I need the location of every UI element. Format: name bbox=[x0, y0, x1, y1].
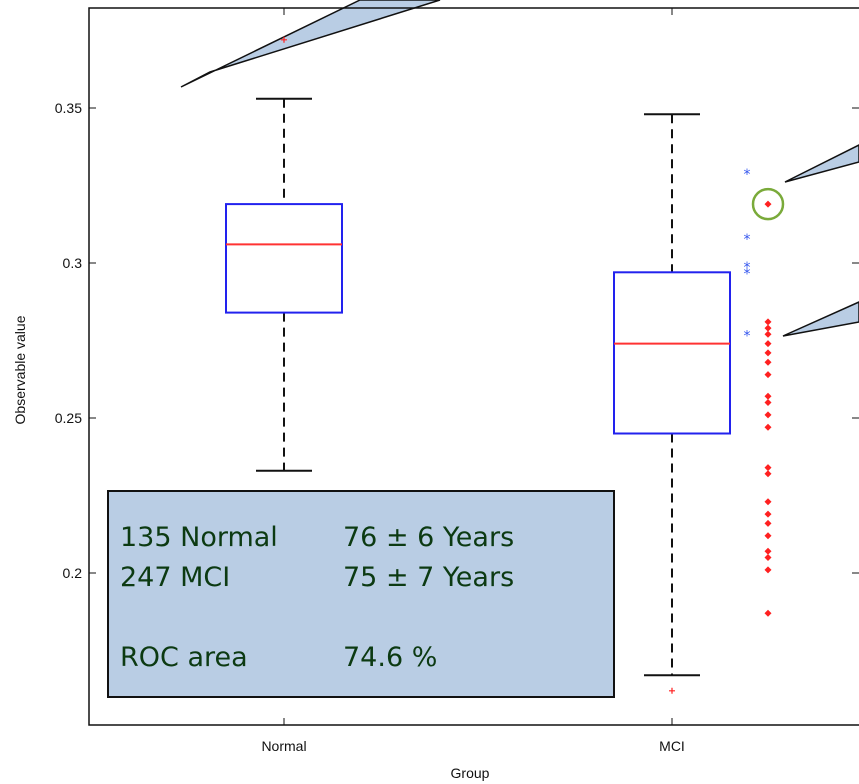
callout-pointer-top bbox=[180, 0, 441, 88]
diamond-point bbox=[764, 510, 772, 518]
diamond-point bbox=[764, 423, 772, 431]
diamond-point bbox=[764, 411, 772, 419]
scatter-points: ***** bbox=[744, 167, 785, 617]
y-axis: 0.2 0.25 0.3 0.35 bbox=[55, 100, 859, 581]
x-tick-label: MCI bbox=[659, 738, 685, 754]
diamond-point bbox=[764, 498, 772, 506]
plot-frame bbox=[88, 7, 859, 726]
diamond-point bbox=[764, 609, 772, 617]
box-series bbox=[225, 36, 731, 694]
diamond-point bbox=[764, 464, 772, 472]
roc-label: ROC area bbox=[120, 642, 248, 673]
star-point: * bbox=[744, 328, 751, 344]
diamond-point bbox=[764, 547, 772, 555]
normal-count: 135 Normal bbox=[120, 522, 278, 553]
diamond-point bbox=[764, 566, 772, 574]
x-tick-label: Normal bbox=[261, 738, 306, 754]
callout-pointer-cluster bbox=[782, 301, 859, 337]
star-point: * bbox=[744, 260, 751, 276]
diamond-point bbox=[764, 519, 772, 527]
outlier-marker bbox=[281, 36, 287, 43]
y-axis-title: Observable value bbox=[12, 315, 28, 424]
mci-count: 247 MCI bbox=[120, 562, 231, 593]
iqr-box bbox=[613, 271, 731, 435]
diamond-point bbox=[764, 358, 772, 366]
y-tick-label: 0.25 bbox=[55, 410, 82, 426]
x-axis: Normal MCI bbox=[261, 8, 685, 754]
diamond-point bbox=[764, 330, 772, 338]
diamond-point bbox=[764, 371, 772, 379]
star-point: * bbox=[744, 266, 751, 282]
diamond-point bbox=[764, 349, 772, 357]
star-point: * bbox=[744, 232, 751, 248]
y-tick-label: 0.2 bbox=[63, 565, 83, 581]
normal-age: 76 ± 6 Years bbox=[343, 522, 515, 553]
diamond-point bbox=[764, 392, 772, 400]
diamond-point bbox=[764, 399, 772, 406]
y-tick-label: 0.35 bbox=[55, 100, 82, 116]
diamond-point bbox=[764, 554, 772, 561]
diamond-point bbox=[764, 340, 772, 348]
highlight-circle bbox=[751, 187, 785, 221]
diamond-point bbox=[764, 532, 772, 540]
diamond-point bbox=[764, 470, 772, 478]
outlier-marker bbox=[669, 687, 675, 694]
diamond-point bbox=[764, 324, 772, 332]
roc-value: 74.6 % bbox=[343, 642, 438, 673]
callout-pointer-circle bbox=[784, 144, 859, 183]
diamond-point bbox=[764, 318, 772, 326]
y-tick-label: 0.3 bbox=[63, 255, 83, 271]
mci-age: 75 ± 7 Years bbox=[343, 562, 515, 593]
callout-pointers bbox=[180, 0, 859, 337]
diamond-point bbox=[764, 200, 772, 208]
x-axis-title: Group bbox=[451, 765, 490, 781]
iqr-box bbox=[225, 203, 343, 314]
star-point: * bbox=[744, 167, 751, 183]
stats-box: 135 Normal 76 ± 6 Years 247 MCI 75 ± 7 Y… bbox=[107, 490, 615, 698]
